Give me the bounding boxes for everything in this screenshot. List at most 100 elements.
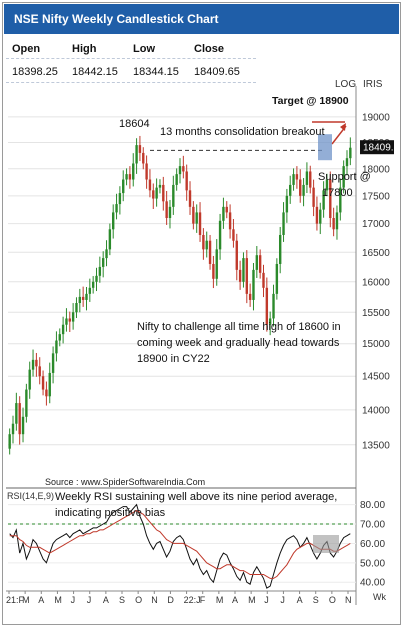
candle-body: [185, 171, 188, 191]
candle: [152, 183, 155, 209]
candle: [319, 202, 322, 235]
high-value: 18442.15: [72, 66, 118, 78]
last-price-badge: [360, 140, 394, 155]
candle: [312, 179, 315, 217]
candle-body: [268, 318, 272, 325]
low-label: Low: [133, 43, 155, 55]
candle-body: [125, 174, 128, 180]
candle: [108, 223, 112, 256]
candle: [345, 150, 349, 176]
candle-body: [58, 334, 61, 341]
candle: [188, 181, 192, 215]
candle: [55, 331, 58, 362]
time-tick-label: F: [200, 595, 206, 605]
candle-body: [245, 258, 248, 294]
candle-body: [252, 269, 255, 300]
candle-body: [222, 206, 225, 221]
candle-body: [285, 195, 289, 213]
all-time-high-label: 18604: [119, 118, 150, 130]
candle-body: [15, 403, 18, 424]
candle-body: [238, 269, 242, 282]
candle-body: [115, 204, 118, 213]
price-tick-label: 15000: [362, 339, 390, 350]
candle-body: [108, 229, 112, 250]
candle-body: [205, 240, 208, 250]
ohlc-separator-bottom: [6, 82, 256, 83]
rsi-tick-label: 60.00: [360, 539, 385, 550]
candle: [78, 288, 82, 313]
close-label: Close: [194, 43, 224, 55]
candle-body: [138, 145, 142, 153]
time-tick-label: O: [135, 595, 142, 605]
candle: [41, 370, 45, 396]
time-tick-label: O: [329, 595, 336, 605]
candle: [58, 328, 61, 347]
candle: [45, 381, 48, 406]
candle-body: [165, 201, 168, 219]
candle: [118, 186, 122, 215]
candle: [268, 311, 272, 336]
candle-body: [178, 166, 182, 175]
candle: [285, 188, 289, 223]
rsi-axis: 40.00 50.00 60.00 70.00 80.00: [360, 500, 385, 589]
candle: [81, 286, 85, 307]
candle: [142, 147, 145, 170]
price-tick-label: 18000: [362, 164, 390, 175]
candle: [295, 166, 299, 189]
candle: [185, 164, 188, 201]
candle-body: [309, 171, 312, 188]
candle-body: [28, 369, 31, 390]
time-tick-label: J: [280, 595, 285, 605]
open-value: 18398.25: [12, 66, 58, 78]
candle: [91, 276, 95, 294]
candle-body: [272, 293, 275, 319]
candle-body: [38, 366, 41, 377]
candle-body: [345, 158, 349, 167]
candle: [165, 191, 168, 225]
rsi-title: RSI(14,E,9): [7, 491, 54, 501]
candle-body: [228, 212, 232, 230]
candle-body: [78, 296, 82, 304]
candles-group: [8, 135, 352, 455]
candle: [178, 158, 182, 184]
candle-body: [258, 255, 262, 273]
consolidation-label: 13 months consolidation breakout: [160, 126, 325, 138]
candle-body: [215, 249, 218, 279]
candle-body: [235, 240, 238, 270]
candle-body: [339, 187, 342, 213]
candle-body: [81, 296, 85, 300]
candle-body: [305, 171, 309, 185]
close-value: 18409.65: [194, 66, 240, 78]
breakout-highlight-box: [318, 134, 332, 161]
candle: [48, 362, 51, 404]
candle: [122, 170, 125, 202]
candle: [215, 239, 218, 286]
price-tick-label: 14500: [362, 372, 390, 383]
candle: [172, 175, 175, 215]
rsi-tick-label: 70.00: [360, 520, 385, 531]
candle: [95, 267, 98, 292]
candle: [135, 138, 138, 174]
candle: [192, 201, 195, 230]
open-label: Open: [12, 43, 41, 55]
time-tick-label: A: [103, 595, 109, 605]
candle: [275, 258, 279, 300]
candle-body: [11, 423, 15, 435]
rsi-highlight-box: [313, 535, 339, 553]
candle: [38, 357, 41, 385]
candle-body: [329, 179, 332, 219]
price-tick-label: 17000: [362, 219, 390, 230]
candle: [305, 162, 309, 194]
time-tick-label: N: [151, 595, 158, 605]
candle-body: [198, 212, 202, 235]
candle: [98, 256, 102, 283]
candle: [162, 176, 165, 211]
candle: [18, 396, 21, 445]
candle-body: [48, 372, 51, 397]
candle-body: [142, 152, 145, 164]
candle-body: [118, 193, 122, 205]
candle: [335, 205, 339, 240]
candle: [85, 286, 88, 311]
